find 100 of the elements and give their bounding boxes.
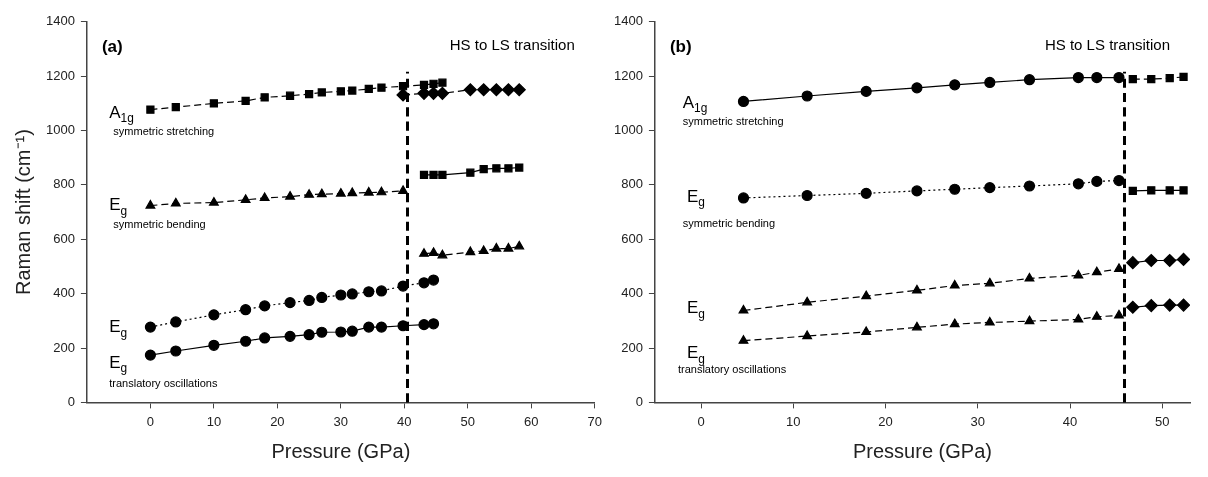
- point: [801, 189, 813, 202]
- point: [363, 186, 374, 196]
- y-tick-label: 1400: [614, 13, 643, 29]
- annotation: symmetric stretching: [113, 124, 215, 137]
- x-tick-label: 0: [697, 413, 705, 429]
- point: [418, 319, 430, 331]
- point: [1128, 186, 1137, 196]
- point: [364, 84, 373, 94]
- point: [1091, 311, 1102, 320]
- x-tick-label: 0: [146, 413, 155, 429]
- point: [336, 87, 345, 96]
- point: [241, 96, 250, 106]
- point: [949, 183, 961, 195]
- point: [1072, 178, 1084, 190]
- point: [1144, 253, 1158, 268]
- point: [514, 240, 525, 250]
- x-axis-title: Pressure (GPa): [852, 439, 992, 462]
- point: [1091, 71, 1103, 84]
- y-tick-label: 0: [67, 393, 75, 409]
- point: [208, 339, 220, 351]
- point: [427, 274, 440, 286]
- point: [429, 170, 438, 179]
- point: [418, 277, 430, 289]
- point: [363, 286, 375, 298]
- point: [479, 165, 488, 174]
- annotation: symmetric bending: [113, 218, 206, 231]
- point: [419, 248, 429, 257]
- x-tick-label: 50: [1155, 413, 1170, 429]
- point: [984, 277, 995, 287]
- point: [429, 79, 438, 88]
- point: [738, 304, 749, 314]
- point: [1024, 315, 1035, 325]
- point: [504, 164, 513, 173]
- point: [463, 83, 477, 97]
- point: [802, 296, 813, 306]
- point: [316, 188, 327, 198]
- point: [1073, 313, 1084, 323]
- point: [259, 300, 271, 312]
- point: [737, 95, 750, 108]
- point: [949, 318, 960, 328]
- point: [171, 103, 180, 112]
- point: [512, 83, 526, 97]
- y-tick-label: 1000: [46, 122, 75, 138]
- point: [260, 93, 269, 102]
- point: [209, 99, 219, 108]
- y-tick-label: 600: [621, 230, 643, 246]
- point: [170, 345, 182, 357]
- x-tick-label: 40: [1062, 413, 1078, 429]
- point: [1144, 299, 1158, 313]
- x-tick-label: 20: [270, 413, 285, 429]
- point: [489, 83, 503, 97]
- point: [427, 318, 440, 330]
- point: [1091, 266, 1102, 276]
- ref-line-label: HS to LS transition: [449, 35, 575, 53]
- y-tick-label: 200: [53, 339, 75, 355]
- point: [144, 321, 156, 333]
- point: [1113, 174, 1125, 187]
- x-tick-label: 10: [786, 413, 801, 429]
- point: [1073, 269, 1084, 279]
- point: [466, 168, 475, 177]
- point: [346, 288, 358, 300]
- annotation: symmetric bending: [682, 216, 776, 229]
- point: [428, 247, 439, 256]
- point: [284, 330, 296, 342]
- point: [861, 326, 872, 336]
- point: [949, 79, 961, 91]
- point: [1179, 72, 1188, 82]
- point: [377, 83, 386, 92]
- point: [984, 316, 995, 326]
- point: [1163, 298, 1177, 312]
- y-tick-label: 1000: [614, 122, 643, 138]
- point: [335, 188, 346, 197]
- y-tick-label: 1200: [46, 67, 75, 83]
- point: [1165, 186, 1174, 195]
- point: [419, 170, 429, 179]
- point: [208, 196, 219, 206]
- point: [335, 289, 347, 301]
- point: [465, 246, 476, 256]
- x-tick-label: 20: [878, 413, 893, 429]
- point: [802, 330, 813, 340]
- text: (b): [669, 37, 692, 57]
- annotation: translatory oscillations: [109, 377, 218, 390]
- point: [1147, 186, 1156, 195]
- y-tick-label: 800: [53, 176, 75, 192]
- point: [1163, 253, 1177, 268]
- point: [376, 186, 387, 196]
- point: [144, 349, 156, 361]
- point: [259, 332, 271, 344]
- point: [316, 291, 328, 304]
- point: [259, 192, 270, 202]
- point: [304, 89, 314, 99]
- point: [304, 189, 315, 198]
- point: [346, 325, 358, 337]
- point: [348, 86, 357, 95]
- point: [912, 284, 922, 294]
- point: [911, 185, 923, 197]
- point: [363, 321, 375, 333]
- y-tick-label: 1200: [614, 67, 643, 83]
- y-tick-label: 200: [621, 339, 643, 355]
- point: [208, 309, 220, 321]
